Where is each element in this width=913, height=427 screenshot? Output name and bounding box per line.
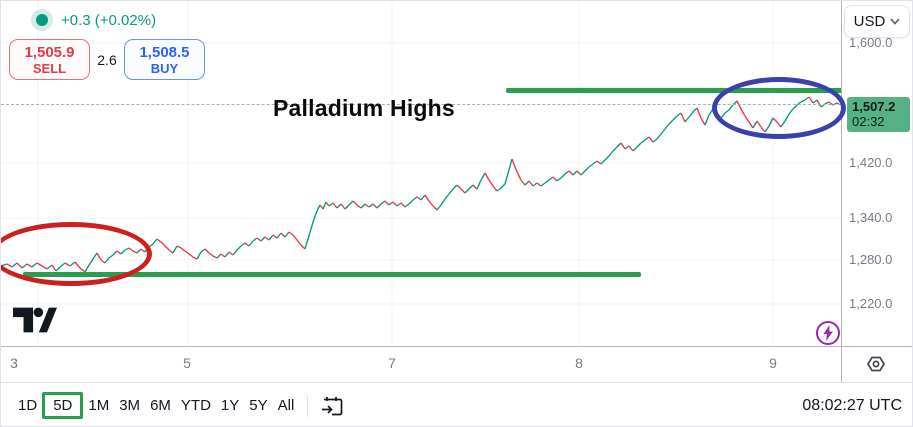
range-5d-active[interactable]: 5D [42, 392, 84, 419]
range-1d[interactable]: 1D [18, 397, 38, 414]
chart-annotation-title: Palladium Highs [273, 95, 455, 121]
tradingview-logo[interactable] [13, 307, 57, 333]
range-1y[interactable]: 1Y [220, 397, 240, 414]
range-5y[interactable]: 5Y [249, 397, 268, 414]
currency-value: USD [853, 13, 886, 30]
price-change-text: +0.3 (+0.02%) [61, 11, 157, 29]
range-ytd[interactable]: YTD [180, 397, 211, 414]
currency-selector[interactable]: USD [844, 5, 910, 38]
price-tick: 1,340.0 [849, 210, 893, 225]
price-tick: 1,280.0 [849, 252, 893, 267]
price-tick: 1,420.0 [849, 155, 893, 170]
buy-button[interactable]: 1,508.5 BUY [124, 39, 205, 80]
toolbar-divider [307, 394, 309, 417]
current-price-badge: 1,507.2 02:32 [847, 97, 910, 132]
go-to-date-button[interactable] [318, 392, 346, 420]
market-open-dot-icon [36, 14, 48, 26]
chart-plot-area[interactable]: +0.3 (+0.02%) 1,505.9 SELL 2.6 1,508.5 B… [1, 1, 841, 346]
range-1m[interactable]: 1M [88, 397, 110, 414]
date-tick: 9 [769, 355, 777, 371]
buy-price: 1,508.5 [139, 43, 190, 61]
support-line-annotation [23, 272, 641, 277]
order-panel: 1,505.9 SELL 2.6 1,508.5 BUY [9, 39, 205, 80]
range-6m[interactable]: 6M [150, 397, 171, 414]
range-3m[interactable]: 3M [119, 397, 141, 414]
flash-lightning-icon[interactable] [815, 320, 841, 346]
calendar-arrow-icon [322, 396, 343, 415]
date-tick: 8 [575, 355, 583, 371]
current-price-value: 1,507.2 [852, 99, 896, 114]
time-scale[interactable]: 3 5 7 8 9 [1, 346, 912, 382]
range-all[interactable]: All [277, 397, 295, 414]
price-axis-divider [841, 1, 842, 382]
chevron-down-icon [890, 18, 900, 25]
bar-countdown: 02:32 [852, 114, 885, 129]
market-status-icon [31, 9, 53, 31]
date-tick: 7 [388, 355, 396, 371]
quote-change-row: +0.3 (+0.02%) [31, 9, 156, 31]
sell-label: SELL [32, 60, 67, 76]
date-range-toolbar: 1D 5D 1M 3M 6M YTD 1Y 5Y All 08:02:27 UT… [1, 382, 912, 426]
current-price-dotted-line [1, 104, 841, 105]
price-tick: 1,220.0 [849, 296, 893, 311]
buy-label: BUY [150, 60, 179, 76]
price-tick: 1,600.0 [849, 35, 893, 50]
resistance-line-annotation [506, 88, 841, 93]
spread-value: 2.6 [97, 51, 117, 68]
sell-price: 1,505.9 [24, 43, 75, 61]
date-tick: 5 [183, 355, 191, 371]
date-tick: 3 [10, 355, 18, 371]
price-scale[interactable]: 1,600.0 1,420.0 1,340.0 1,280.0 1,220.0 [841, 1, 912, 346]
utc-clock: 08:02:27 UTC [802, 396, 902, 414]
scale-settings-icon[interactable] [866, 354, 886, 374]
sell-button[interactable]: 1,505.9 SELL [9, 39, 90, 80]
